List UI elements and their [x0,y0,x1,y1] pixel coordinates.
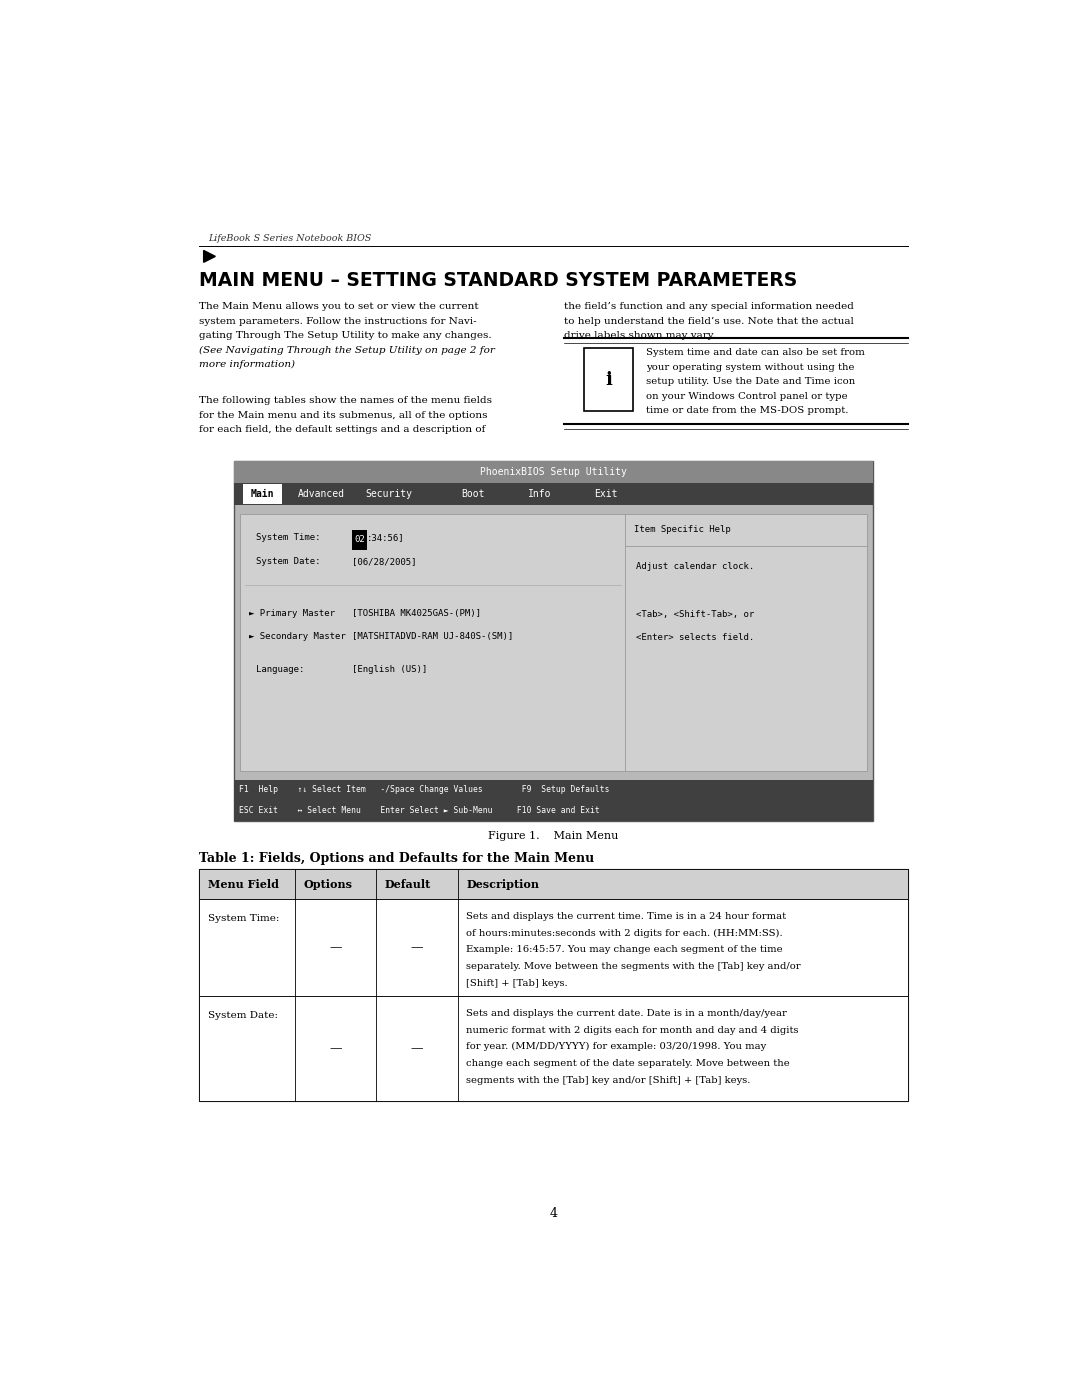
Text: for each field, the default settings and a description of: for each field, the default settings and… [200,425,486,434]
Text: System Date:: System Date: [207,1011,278,1020]
Text: Info: Info [528,489,552,499]
Text: Advanced: Advanced [298,489,346,499]
Text: [English (US)]: [English (US)] [352,665,427,673]
Bar [233,483,874,506]
Text: Sets and displays the current date. Date is in a month/day/year: Sets and displays the current date. Date… [467,1009,787,1018]
Text: —: — [329,942,342,954]
Text: more information): more information) [200,360,296,369]
Text: System Date:: System Date: [256,557,320,566]
Bar [241,514,866,771]
Text: gating Through The Setup Utility to make any changes.: gating Through The Setup Utility to make… [200,331,492,339]
Bar [233,780,874,800]
Text: Item Specific Help: Item Specific Help [634,525,730,534]
Text: on your Windows Control panel or type: on your Windows Control panel or type [646,393,847,401]
Text: for year. (MM/DD/YYYY) for example: 03/20/1998. You may: for year. (MM/DD/YYYY) for example: 03/2… [467,1042,767,1052]
Text: —: — [329,1042,342,1055]
Text: [06/28/2005]: [06/28/2005] [352,557,416,566]
Text: for the Main menu and its submenus, all of the options: for the Main menu and its submenus, all … [200,411,488,419]
Text: [MATSHITADVD-RAM UJ-840S-(SM)]: [MATSHITADVD-RAM UJ-840S-(SM)] [352,633,513,641]
Bar [200,996,907,1101]
Bar [584,348,633,411]
Text: segments with the [Tab] key and/or [Shift] + [Tab] keys.: segments with the [Tab] key and/or [Shif… [467,1076,751,1084]
Text: System time and date can also be set from: System time and date can also be set fro… [646,348,864,358]
Text: i: i [605,370,612,388]
Text: system parameters. Follow the instructions for Navi-: system parameters. Follow the instructio… [200,317,477,326]
Text: Adjust calendar clock.: Adjust calendar clock. [635,563,754,571]
Text: —: — [411,1042,423,1055]
Text: Options: Options [303,879,352,890]
Text: Example: 16:45:57. You may change each segment of the time: Example: 16:45:57. You may change each s… [467,946,783,954]
Text: 4: 4 [550,1207,557,1220]
Text: to help understand the field’s use. Note that the actual: to help understand the field’s use. Note… [564,317,853,326]
Text: your operating system without using the: your operating system without using the [646,363,854,372]
Text: Sets and displays the current time. Time is in a 24 hour format: Sets and displays the current time. Time… [467,912,786,921]
Bar [243,483,282,504]
Text: Table 1: Fields, Options and Defaults for the Main Menu: Table 1: Fields, Options and Defaults fo… [200,852,595,865]
Text: Security: Security [365,489,413,499]
Text: F1  Help    ↑↓ Select Item   -/Space Change Values        F9  Setup Defaults: F1 Help ↑↓ Select Item -/Space Change Va… [239,785,609,795]
Text: System Time:: System Time: [256,534,320,542]
Text: 02: 02 [354,535,365,545]
Text: numeric format with 2 digits each for month and day and 4 digits: numeric format with 2 digits each for mo… [467,1025,799,1035]
Text: (See Navigating Through the Setup Utility on page 2 for: (See Navigating Through the Setup Utilit… [200,345,496,355]
Text: Language:: Language: [256,665,303,673]
Bar [200,900,907,996]
Text: time or date from the MS-DOS prompt.: time or date from the MS-DOS prompt. [646,407,848,415]
Text: of hours:minutes:seconds with 2 digits for each. (HH:MM:SS).: of hours:minutes:seconds with 2 digits f… [467,929,783,937]
Text: [Shift] + [Tab] keys.: [Shift] + [Tab] keys. [467,979,568,988]
Text: LifeBook S Series Notebook BIOS: LifeBook S Series Notebook BIOS [207,235,372,243]
Bar [233,461,874,483]
Text: Figure 1.    Main Menu: Figure 1. Main Menu [488,831,619,841]
Bar [233,800,874,820]
Bar [352,529,367,549]
Text: Exit: Exit [594,489,617,499]
Text: —: — [411,942,423,954]
Text: Boot: Boot [461,489,485,499]
Text: The following tables show the names of the menu fields: The following tables show the names of t… [200,397,492,405]
Text: Menu Field: Menu Field [207,879,279,890]
Text: <Enter> selects field.: <Enter> selects field. [635,633,754,643]
Bar [200,869,907,1101]
Text: the field’s function and any special information needed: the field’s function and any special inf… [564,302,853,312]
Text: Main: Main [251,489,274,499]
Text: drive labels shown may vary.: drive labels shown may vary. [564,331,715,339]
Text: [TOSHIBA MK4025GAS-(PM)]: [TOSHIBA MK4025GAS-(PM)] [352,609,481,617]
Text: MAIN MENU – SETTING STANDARD SYSTEM PARAMETERS: MAIN MENU – SETTING STANDARD SYSTEM PARA… [200,271,798,291]
Text: change each segment of the date separately. Move between the: change each segment of the date separate… [467,1059,791,1067]
Text: Description: Description [467,879,539,890]
Bar [233,461,874,820]
Text: PhoenixBIOS Setup Utility: PhoenixBIOS Setup Utility [481,467,626,476]
Text: <Tab>, <Shift-Tab>, or: <Tab>, <Shift-Tab>, or [635,609,754,619]
Text: The Main Menu allows you to set or view the current: The Main Menu allows you to set or view … [200,302,480,312]
Polygon shape [204,250,215,263]
Text: setup utility. Use the Date and Time icon: setup utility. Use the Date and Time ico… [646,377,855,387]
Text: ESC Exit    ↔ Select Menu    Enter Select ► Sub-Menu     F10 Save and Exit: ESC Exit ↔ Select Menu Enter Select ► Su… [239,806,599,814]
Bar [200,869,907,900]
Text: separately. Move between the segments with the [Tab] key and/or: separately. Move between the segments wi… [467,963,801,971]
Text: Default: Default [384,879,431,890]
Text: :34:56]: :34:56] [367,534,405,542]
Text: ► Primary Master: ► Primary Master [248,609,335,617]
Text: System Time:: System Time: [207,914,280,923]
Text: ► Secondary Master: ► Secondary Master [248,633,346,641]
